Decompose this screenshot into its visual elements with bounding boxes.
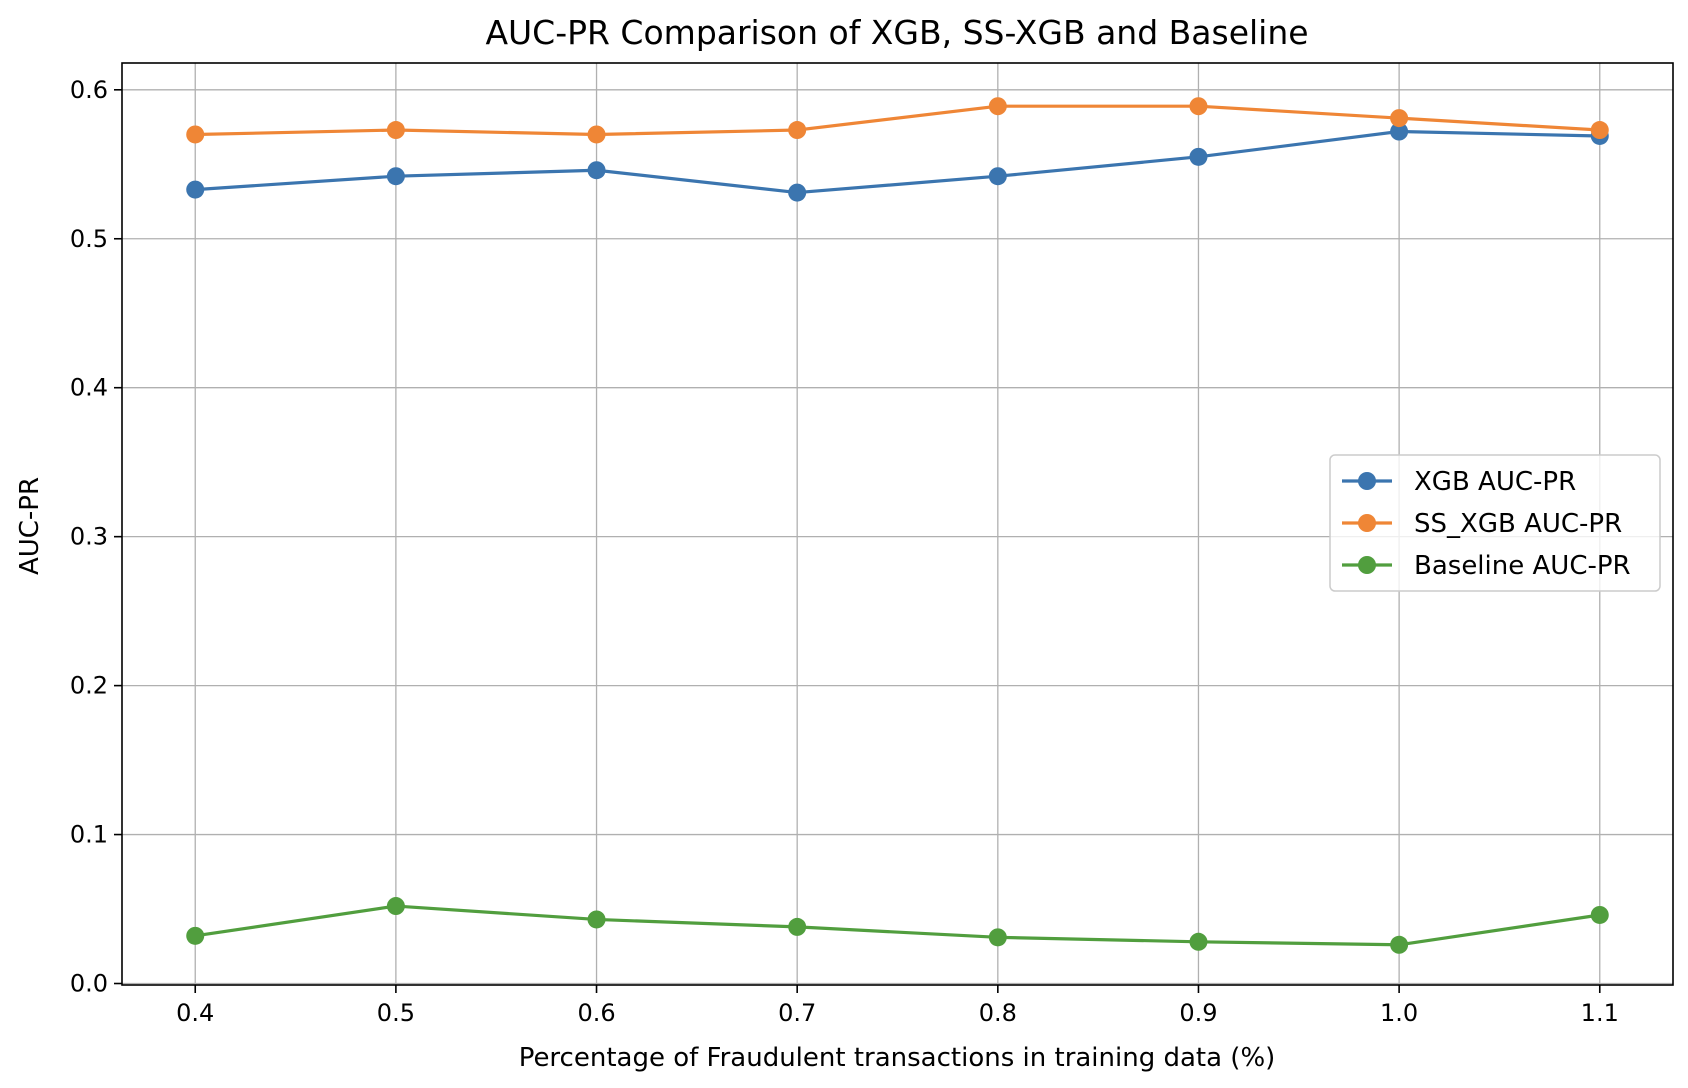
y-tick-label: 0.1 [70,821,108,849]
x-tick-label: 0.7 [778,999,816,1027]
series-line [195,104,1600,137]
legend-label: XGB AUC-PR [1414,467,1576,497]
data-point [186,926,205,945]
data-point [788,917,807,936]
data-point [988,167,1007,186]
series-line [195,129,1600,195]
data-point [386,121,405,140]
legend-marker [1358,556,1376,574]
y-tick-label: 0.0 [70,970,108,998]
y-tick-label: 0.2 [70,672,108,700]
x-tick-label: 0.9 [1179,999,1217,1027]
data-point [1390,935,1409,954]
chart-title: AUC-PR Comparison of XGB, SS-XGB and Bas… [485,13,1308,52]
data-point [1189,147,1208,166]
y-tick-label: 0.6 [70,76,108,104]
x-tick-label: 1.1 [1581,999,1619,1027]
series-line [195,904,1600,947]
data-point [988,97,1007,116]
data-point [386,167,405,186]
y-tick-label: 0.3 [70,523,108,551]
data-point [1189,932,1208,951]
data-point [186,180,205,199]
legend-marker [1358,472,1376,490]
data-point [1390,122,1409,141]
series-3 [186,897,1609,954]
x-tick-label: 1.0 [1380,999,1418,1027]
data-point [988,928,1007,947]
data-point [587,910,606,929]
data-point [587,125,606,144]
y-tick-label: 0.5 [70,225,108,253]
axis-ticks: 0.4 0.5 0.6 0.7 0.8 0.9 1.0 1.1 0.0 0.1 0.2 0.3 0.4 0… [70,76,1619,1027]
data-point [1590,121,1609,140]
data-point [788,121,807,140]
legend-label: Baseline AUC-PR [1414,551,1631,581]
legend-marker [1358,514,1376,532]
plot-frame [121,62,1674,986]
data-point [386,897,405,916]
series-layer [186,97,1609,954]
data-point [587,161,606,180]
x-tick-label: 0.5 [377,999,415,1027]
x-tick-label: 0.4 [176,999,214,1027]
series-2 [186,97,1609,144]
data-point [1390,109,1409,128]
y-tick-label: 0.4 [70,374,108,402]
series-1 [186,122,1609,202]
legend-label: SS_XGB AUC-PR [1414,509,1622,539]
data-point [1590,905,1609,924]
x-tick-label: 0.6 [577,999,615,1027]
x-axis-label: Percentage of Fraudulent transactions in… [519,1043,1276,1073]
legend: XGB AUC-PR SS_XGB AUC-PR Baseline AUC-PR [1329,454,1661,592]
x-tick-label: 0.8 [979,999,1017,1027]
grid-lines [122,63,1673,985]
legend-box [1329,454,1661,592]
data-point [788,183,807,202]
y-axis-label: AUC-PR [15,477,45,575]
data-point [1189,97,1208,116]
data-point [186,125,205,144]
